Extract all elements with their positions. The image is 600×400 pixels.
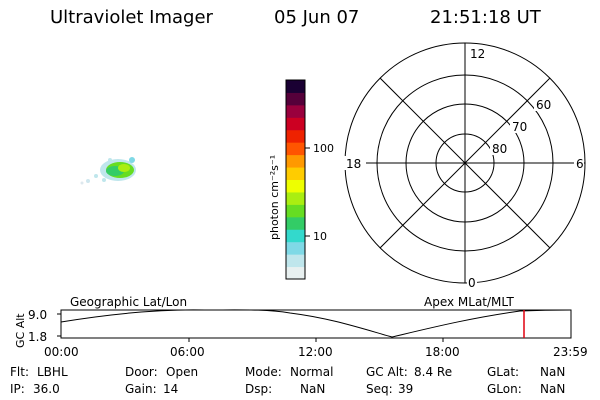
colorbar-segment bbox=[286, 80, 305, 93]
polar-grid bbox=[344, 42, 586, 284]
info-dsp-label: Dsp: bbox=[245, 382, 273, 396]
mlt-label-6: 6 bbox=[576, 157, 584, 171]
lat-label-60: 60 bbox=[536, 98, 551, 112]
observation-time: 21:51:18 UT bbox=[430, 7, 541, 28]
info-gcalt-value: 8.4 Re bbox=[414, 365, 453, 379]
colorbar-segment bbox=[286, 179, 305, 193]
time-tick-06: 06:00 bbox=[170, 345, 205, 359]
orbit-altitude-curve bbox=[60, 309, 572, 338]
info-glat-label: GLat: bbox=[487, 365, 520, 379]
colorbar-segment bbox=[286, 254, 305, 268]
altitude-plot-frame bbox=[60, 309, 572, 339]
colorbar-segment bbox=[286, 204, 305, 218]
lat-label-70: 70 bbox=[512, 120, 527, 134]
mlt-label-0: 0 bbox=[468, 276, 476, 290]
time-tick-00: 00:00 bbox=[44, 345, 79, 359]
colorbar-segment bbox=[286, 129, 305, 143]
auroral-image bbox=[80, 157, 136, 185]
info-glat-value: NaN bbox=[540, 365, 566, 379]
info-gain-label: Gain: bbox=[125, 382, 157, 396]
colorbar-unit-label: photon cm⁻²s⁻¹ bbox=[268, 155, 281, 240]
colorbar-segment bbox=[286, 167, 305, 180]
info-dsp-value: NaN bbox=[300, 382, 326, 396]
colorbar-tick-label-10: 10 bbox=[313, 230, 327, 243]
info-gain-value: 14 bbox=[163, 382, 179, 396]
polar-diagonal-2 bbox=[379, 77, 551, 249]
info-glon-value: NaN bbox=[540, 382, 566, 396]
mlt-label-18: 18 bbox=[346, 157, 361, 171]
time-tick-end: 23:59 bbox=[553, 345, 588, 359]
info-glon-label: GLon: bbox=[487, 382, 522, 396]
info-flt-value: LBHL bbox=[37, 365, 68, 379]
colorbar-segment bbox=[286, 154, 305, 168]
observation-date: 05 Jun 07 bbox=[274, 7, 360, 28]
info-seq-value: 39 bbox=[398, 382, 414, 396]
colorbar-segment bbox=[286, 104, 305, 118]
colorbar-segment bbox=[286, 216, 305, 230]
mlt-label-12: 12 bbox=[470, 47, 485, 61]
altitude-axis-title: GC Alt bbox=[14, 313, 27, 348]
lat-label-80: 80 bbox=[492, 142, 507, 156]
colorbar-tick-label-100: 100 bbox=[313, 142, 334, 155]
info-door-value: Open bbox=[166, 365, 199, 379]
info-gcalt-label: GC Alt: bbox=[366, 365, 408, 379]
info-mode-value: Normal bbox=[290, 365, 334, 379]
geographic-label: Geographic Lat/Lon bbox=[70, 295, 188, 309]
info-seq-label: Seq: bbox=[366, 382, 393, 396]
info-flt-label: Flt: bbox=[10, 365, 29, 379]
info-mode-label: Mode: bbox=[245, 365, 282, 379]
colorbar-segment bbox=[286, 266, 305, 280]
colorbar-segment bbox=[286, 241, 305, 255]
colorbar-segment bbox=[286, 117, 305, 131]
time-tick-18: 18:00 bbox=[425, 345, 460, 359]
colorbar bbox=[286, 80, 305, 280]
time-tick-12: 12:00 bbox=[298, 345, 333, 359]
instrument-title: Ultraviolet Imager bbox=[50, 7, 213, 28]
apex-label: Apex MLat/MLT bbox=[424, 295, 514, 309]
colorbar-segment bbox=[286, 191, 305, 205]
info-door-label: Door: bbox=[125, 365, 158, 379]
colorbar-segment bbox=[286, 92, 305, 106]
colorbar-segment bbox=[286, 229, 305, 243]
altitude-tick-max: 9.0 bbox=[28, 308, 48, 322]
altitude-tick-min: 1.8 bbox=[28, 330, 48, 344]
colorbar-frame bbox=[285, 79, 306, 280]
colorbar-segment bbox=[286, 142, 305, 156]
info-ip-label: IP: bbox=[10, 382, 25, 396]
info-ip-value: 36.0 bbox=[33, 382, 60, 396]
